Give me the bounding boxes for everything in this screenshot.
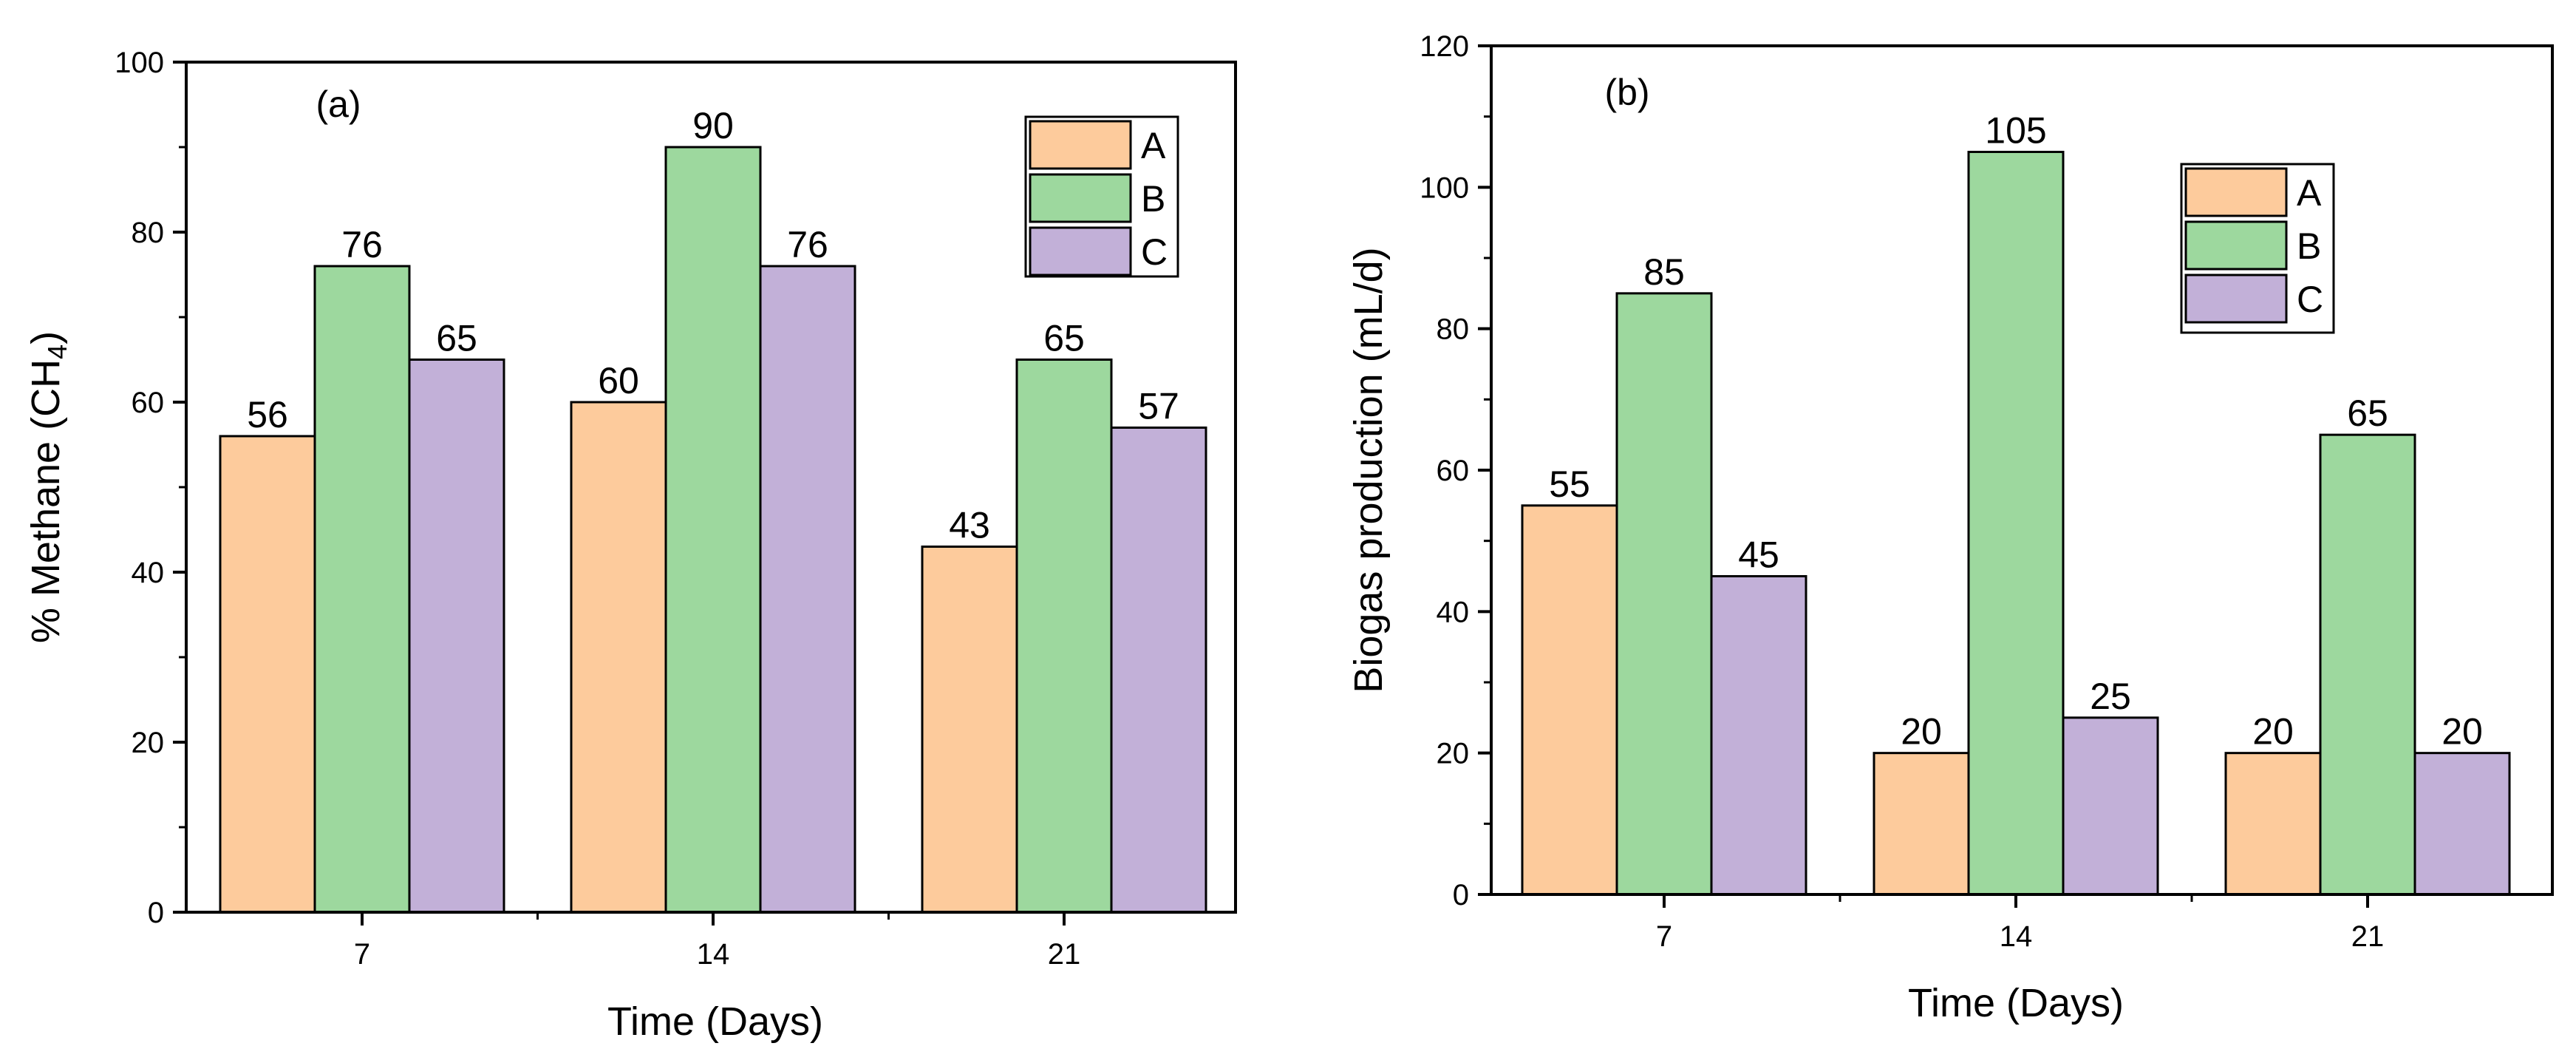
- y-axis-title: Biogas production (mL/d): [1346, 247, 1391, 693]
- legend-swatch-c: [2184, 274, 2288, 324]
- y-axis-title: % Methane (CH4): [24, 331, 72, 643]
- y-tick-label-80: 80: [1437, 313, 1470, 346]
- bar-a-14: [570, 401, 667, 914]
- y-tick-label-40: 40: [132, 557, 165, 589]
- legend-label-c: C: [2297, 279, 2323, 320]
- legend-swatch-c: [1029, 226, 1132, 276]
- y-tick-label-120: 120: [1420, 30, 1469, 63]
- data-label-a-21: 20: [2252, 711, 2294, 753]
- panel-a: 56 76 65 60 90 76 43 65 57 0 20 40 60 80 100 7 14 21 Time …: [24, 47, 1237, 1044]
- y-tick-label-0: 0: [148, 897, 164, 929]
- x-tick-label-21: 21: [1048, 938, 1081, 971]
- data-label-a-7: 56: [247, 394, 288, 435]
- legend-label-a: A: [1141, 125, 1166, 166]
- data-label-b-14: 105: [1985, 110, 2046, 152]
- data-label-a-14: 60: [598, 360, 639, 401]
- bar-c-21: [1110, 427, 1207, 914]
- bar-c-21: [2413, 752, 2511, 896]
- x-tick-label-21: 21: [2351, 920, 2385, 953]
- x-tick-label-7: 7: [354, 938, 370, 971]
- x-axis-title: Time (Days): [1908, 981, 2124, 1025]
- y-tick-label-40: 40: [1437, 596, 1470, 628]
- legend-swatch-a: [2184, 167, 2288, 217]
- bar-a-21: [2224, 752, 2322, 896]
- bar-b-7: [1615, 292, 1713, 896]
- data-label-c-7: 65: [436, 318, 477, 359]
- bar-c-7: [1710, 575, 1807, 896]
- legend-swatch-b: [1029, 173, 1132, 223]
- data-label-c-14: 25: [2090, 676, 2131, 717]
- bar-c-14: [759, 265, 856, 914]
- y-tick-label-20: 20: [1437, 738, 1470, 770]
- bar-b-14: [664, 146, 762, 914]
- bar-c-14: [2062, 716, 2159, 896]
- bar-b-14: [1967, 151, 2065, 896]
- bar-a-7: [219, 435, 316, 914]
- bar-a-21: [921, 546, 1018, 914]
- y-tick-label-100: 100: [115, 47, 164, 79]
- y-tick-label-80: 80: [132, 217, 165, 249]
- panel-label: (b): [1604, 72, 1649, 113]
- data-label-b-7: 76: [341, 224, 383, 265]
- data-label-a-14: 20: [1901, 711, 1942, 753]
- bar-b-21: [2319, 433, 2416, 896]
- data-label-c-21: 57: [1138, 386, 1179, 427]
- legend-label-b: B: [1141, 178, 1165, 220]
- legend-label-a: A: [2297, 172, 2322, 214]
- bar-c-7: [408, 359, 505, 914]
- bar-a-14: [1873, 752, 1970, 896]
- y-tick-label-60: 60: [132, 387, 165, 419]
- data-label-a-21: 43: [949, 505, 990, 546]
- x-axis-title: Time (Days): [607, 999, 823, 1044]
- legend-label-b: B: [2297, 225, 2321, 267]
- x-tick-label-14: 14: [2000, 920, 2033, 953]
- y-tick-label-60: 60: [1437, 455, 1470, 487]
- data-label-b-21: 65: [2347, 393, 2388, 434]
- y-tick-label-20: 20: [132, 727, 165, 759]
- panel-label: (a): [316, 84, 361, 125]
- y-tick-label-100: 100: [1420, 171, 1469, 204]
- data-label-b-14: 90: [692, 105, 734, 146]
- y-tick-label-0: 0: [1453, 879, 1469, 911]
- legend-swatch-a: [1029, 120, 1132, 170]
- panel-b: 55 85 45 20 105 25 20 65 20 0 20 40 60 80 100 120 7 14 21 T…: [1346, 30, 2554, 1025]
- x-tick-label-14: 14: [697, 938, 730, 971]
- data-label-b-21: 65: [1043, 318, 1085, 359]
- x-tick-label-7: 7: [1656, 920, 1672, 953]
- data-label-b-7: 85: [1643, 251, 1685, 293]
- bar-b-21: [1015, 359, 1113, 914]
- bar-b-7: [313, 265, 411, 914]
- data-label-a-7: 55: [1549, 463, 1590, 505]
- data-label-c-7: 45: [1738, 534, 1779, 576]
- data-label-c-21: 20: [2442, 711, 2483, 753]
- legend-swatch-b: [2184, 220, 2288, 271]
- data-label-c-14: 76: [787, 224, 828, 265]
- legend-label-c: C: [1141, 231, 1168, 273]
- bar-a-7: [1521, 504, 1618, 896]
